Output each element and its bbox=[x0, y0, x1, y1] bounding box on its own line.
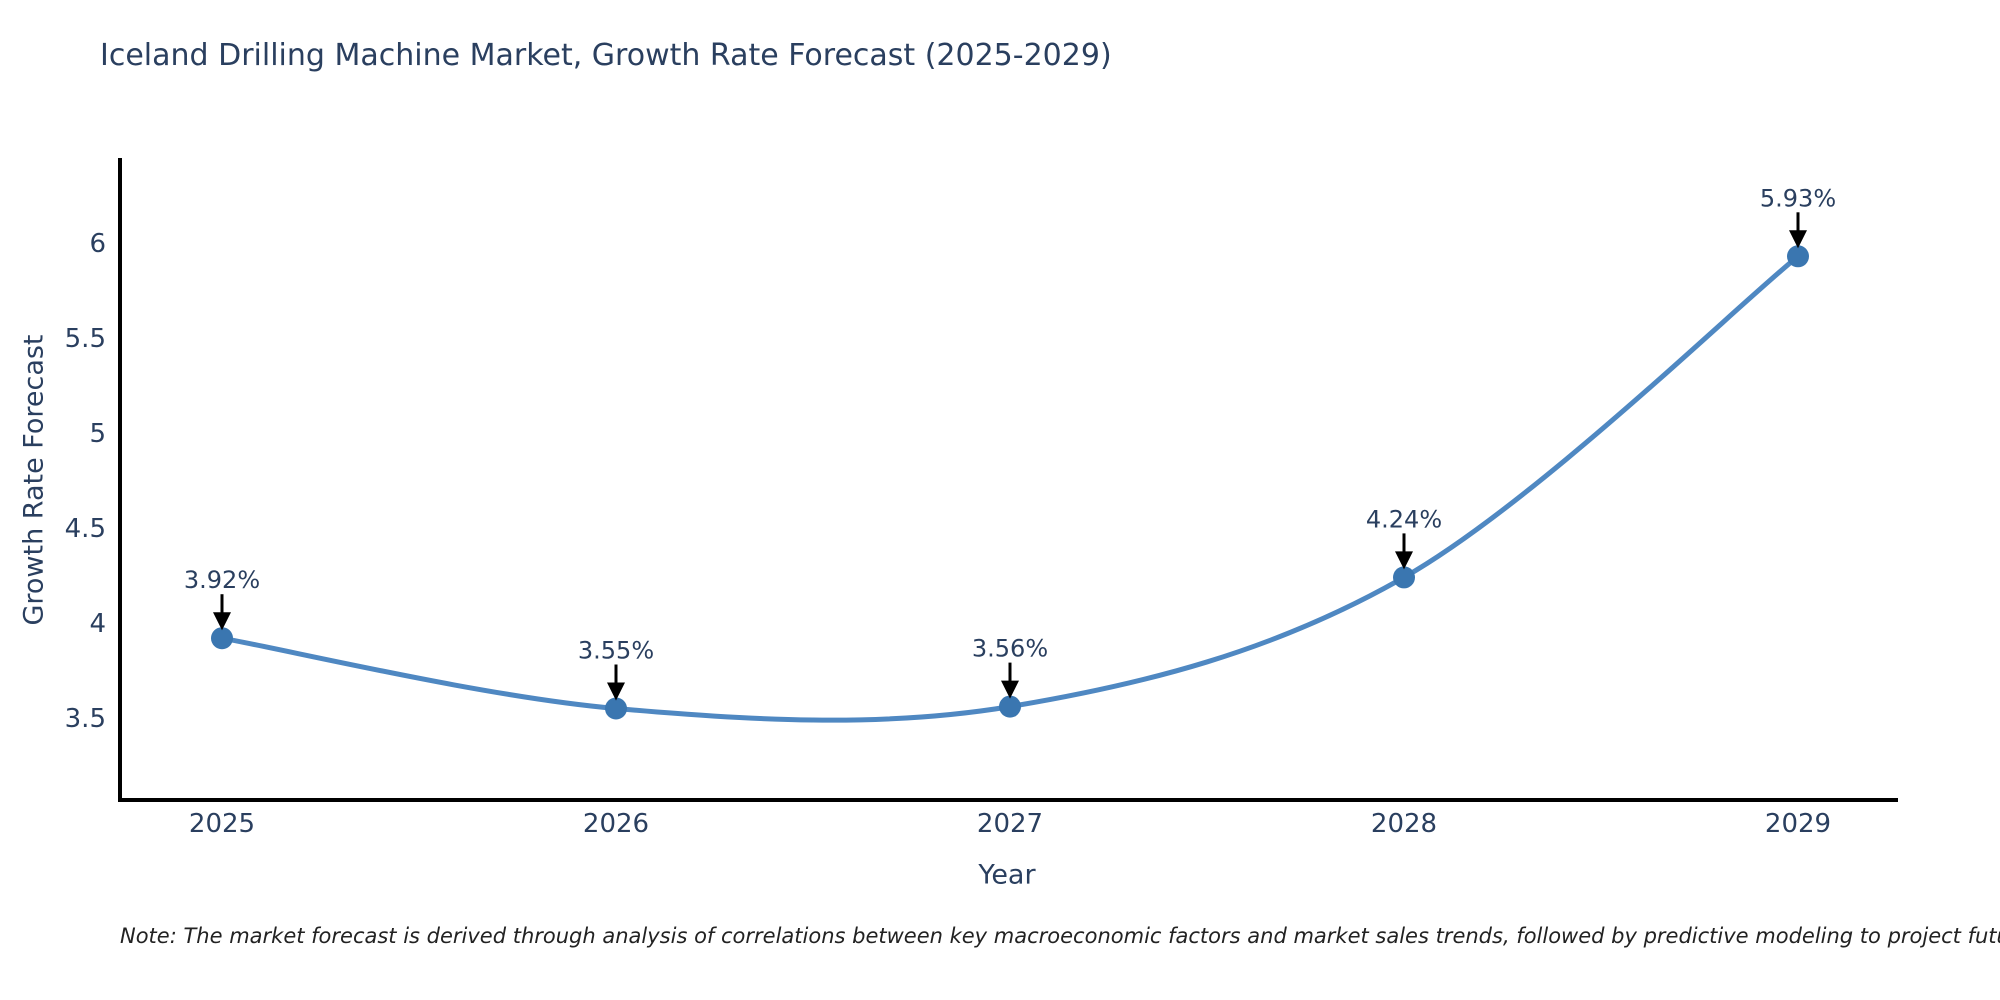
annotation-arrowhead bbox=[1789, 230, 1807, 249]
y-tick-label: 4 bbox=[89, 609, 106, 639]
y-tick-label: 4.5 bbox=[65, 514, 106, 544]
annotation-arrowhead bbox=[607, 682, 625, 701]
x-tick-label: 2026 bbox=[583, 809, 649, 839]
annotation-label: 3.55% bbox=[578, 637, 654, 665]
annotation-label: 3.56% bbox=[972, 635, 1048, 663]
x-axis-title: Year bbox=[978, 859, 1036, 891]
annotation-arrowhead bbox=[213, 612, 231, 631]
annotation-arrowhead bbox=[1395, 551, 1413, 570]
data-point bbox=[211, 627, 233, 650]
x-tick-label: 2027 bbox=[977, 809, 1043, 839]
x-tick-label: 2028 bbox=[1371, 809, 1437, 839]
y-tick-label: 5.5 bbox=[65, 324, 106, 354]
data-point bbox=[605, 697, 627, 720]
annotation-label: 5.93% bbox=[1760, 184, 1836, 212]
x-tick-label: 2025 bbox=[189, 809, 255, 839]
data-point bbox=[1787, 245, 1809, 268]
y-tick-label: 5 bbox=[89, 419, 106, 449]
y-tick-label: 6 bbox=[89, 229, 106, 259]
data-point bbox=[999, 695, 1021, 718]
data-point bbox=[1393, 566, 1415, 589]
x-tick-label: 2029 bbox=[1765, 809, 1831, 839]
annotation-label: 3.92% bbox=[184, 566, 260, 594]
y-tick-label: 3.5 bbox=[65, 704, 106, 734]
footnote: Note: The market forecast is derived thr… bbox=[120, 924, 2000, 948]
annotation-arrowhead bbox=[1001, 680, 1019, 699]
annotation-label: 4.24% bbox=[1366, 505, 1442, 533]
chart-title: Iceland Drilling Machine Market, Growth … bbox=[100, 38, 1112, 73]
